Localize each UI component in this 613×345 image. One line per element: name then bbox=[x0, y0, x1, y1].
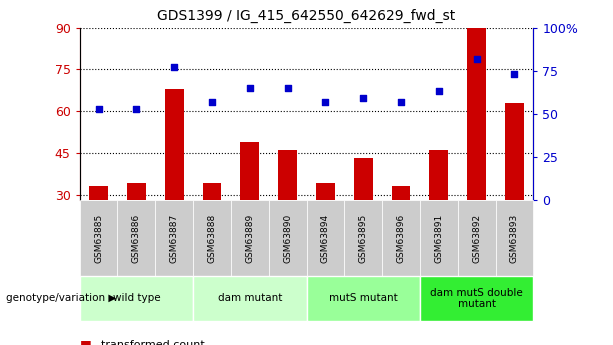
Bar bbox=[89, 186, 108, 200]
Text: GSM63891: GSM63891 bbox=[434, 214, 443, 263]
Text: ■: ■ bbox=[80, 338, 91, 345]
Point bbox=[472, 56, 482, 61]
Bar bbox=[392, 186, 411, 200]
Text: GSM63893: GSM63893 bbox=[510, 214, 519, 263]
Text: GSM63896: GSM63896 bbox=[397, 214, 406, 263]
Point bbox=[131, 106, 141, 111]
Text: genotype/variation ▶: genotype/variation ▶ bbox=[6, 294, 116, 303]
Bar bbox=[202, 184, 221, 200]
Text: GSM63889: GSM63889 bbox=[245, 214, 254, 263]
Point bbox=[283, 85, 292, 91]
Text: GSM63894: GSM63894 bbox=[321, 214, 330, 263]
Text: dam mutS double
mutant: dam mutS double mutant bbox=[430, 288, 523, 309]
Point bbox=[94, 106, 104, 111]
Point bbox=[207, 99, 217, 105]
Point bbox=[509, 71, 519, 77]
Point bbox=[434, 89, 444, 94]
Point bbox=[358, 96, 368, 101]
Text: mutS mutant: mutS mutant bbox=[329, 294, 398, 303]
Text: GSM63887: GSM63887 bbox=[170, 214, 179, 263]
Point bbox=[245, 85, 255, 91]
Text: dam mutant: dam mutant bbox=[218, 294, 282, 303]
Bar bbox=[165, 89, 184, 200]
Bar bbox=[429, 150, 448, 200]
Text: GSM63886: GSM63886 bbox=[132, 214, 141, 263]
Text: transformed count: transformed count bbox=[101, 340, 205, 345]
Bar bbox=[467, 28, 486, 200]
Text: GSM63890: GSM63890 bbox=[283, 214, 292, 263]
Text: GSM63895: GSM63895 bbox=[359, 214, 368, 263]
Bar bbox=[278, 150, 297, 200]
Point bbox=[396, 99, 406, 105]
Bar bbox=[505, 103, 524, 200]
Point bbox=[321, 99, 330, 105]
Text: GDS1399 / IG_415_642550_642629_fwd_st: GDS1399 / IG_415_642550_642629_fwd_st bbox=[158, 9, 455, 23]
Bar bbox=[127, 184, 146, 200]
Bar bbox=[354, 158, 373, 200]
Point bbox=[169, 65, 179, 70]
Bar bbox=[316, 184, 335, 200]
Text: GSM63888: GSM63888 bbox=[207, 214, 216, 263]
Text: GSM63892: GSM63892 bbox=[472, 214, 481, 263]
Bar bbox=[240, 142, 259, 200]
Text: wild type: wild type bbox=[113, 294, 160, 303]
Text: GSM63885: GSM63885 bbox=[94, 214, 103, 263]
